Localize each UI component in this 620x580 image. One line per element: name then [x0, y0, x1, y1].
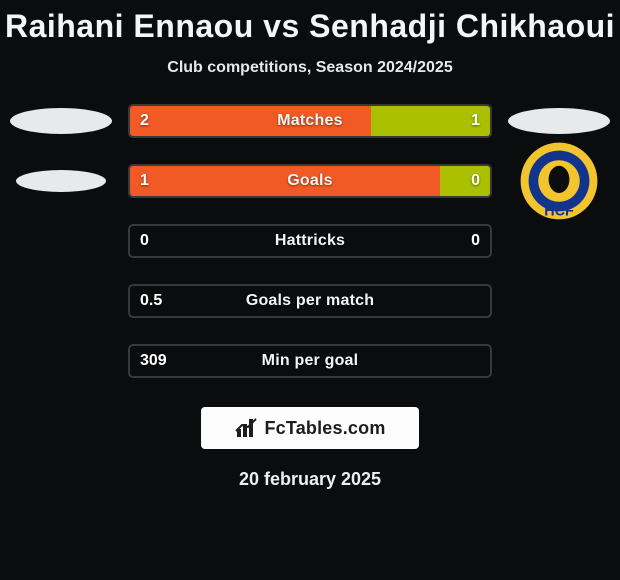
branding-box: FcTables.com — [201, 407, 419, 449]
stat-value-left: 1 — [140, 172, 149, 190]
svg-text:HCF: HCF — [544, 203, 574, 219]
stat-value-right: 0 — [471, 172, 480, 190]
stat-row: Goals10 HCF — [8, 161, 612, 201]
club-right-slot: HCF — [506, 141, 612, 221]
stat-bar: Goals 1 0 — [128, 164, 492, 198]
date-text: 20 february 2025 — [0, 469, 620, 490]
brand-text: FcTables.com — [264, 418, 385, 439]
stat-value-right: 1 — [471, 112, 480, 130]
club-crest-icon: HCF — [519, 141, 599, 221]
stat-label: Goals per match — [246, 292, 374, 310]
stat-value-left: 2 — [140, 112, 149, 130]
club-right-slot — [506, 321, 612, 401]
stat-row: Hattricks 0 0 — [8, 221, 612, 261]
stat-label: Matches — [277, 112, 342, 130]
stat-value-left: 309 — [140, 352, 167, 370]
club-placeholder-icon — [10, 108, 112, 134]
subtitle: Club competitions, Season 2024/2025 — [0, 59, 620, 77]
club-left-slot — [8, 321, 114, 401]
stats-rows: Matches 2 1 Goals 1 0 HCF Hattricks 0 0 Goals pe… — [0, 101, 620, 381]
stat-label: Goals — [287, 172, 332, 190]
stat-label: Hattricks — [275, 232, 345, 250]
brand-chart-icon — [234, 417, 258, 439]
club-placeholder-icon — [508, 108, 610, 134]
club-placeholder-icon — [16, 170, 106, 192]
stat-bar: Min per goal 309 — [128, 344, 492, 378]
stat-value-left: 0 — [140, 232, 149, 250]
stat-row: Matches 2 1 — [8, 101, 612, 141]
stat-bar: Hattricks 0 0 — [128, 224, 492, 258]
stat-value-right: 0 — [471, 232, 480, 250]
stat-row: Goals per match 0.5 — [8, 281, 612, 321]
stat-bar-right-fill — [440, 166, 490, 196]
stat-row: Min per goal 309 — [8, 341, 612, 381]
stat-bar: Goals per match 0.5 — [128, 284, 492, 318]
stat-bar: Matches 2 1 — [128, 104, 492, 138]
page-title: Raihani Ennaou vs Senhadji Chikhaoui — [0, 0, 620, 45]
stat-label: Min per goal — [262, 352, 359, 370]
infographic-container: Raihani Ennaou vs Senhadji Chikhaoui Clu… — [0, 0, 620, 580]
stat-value-left: 0.5 — [140, 292, 162, 310]
